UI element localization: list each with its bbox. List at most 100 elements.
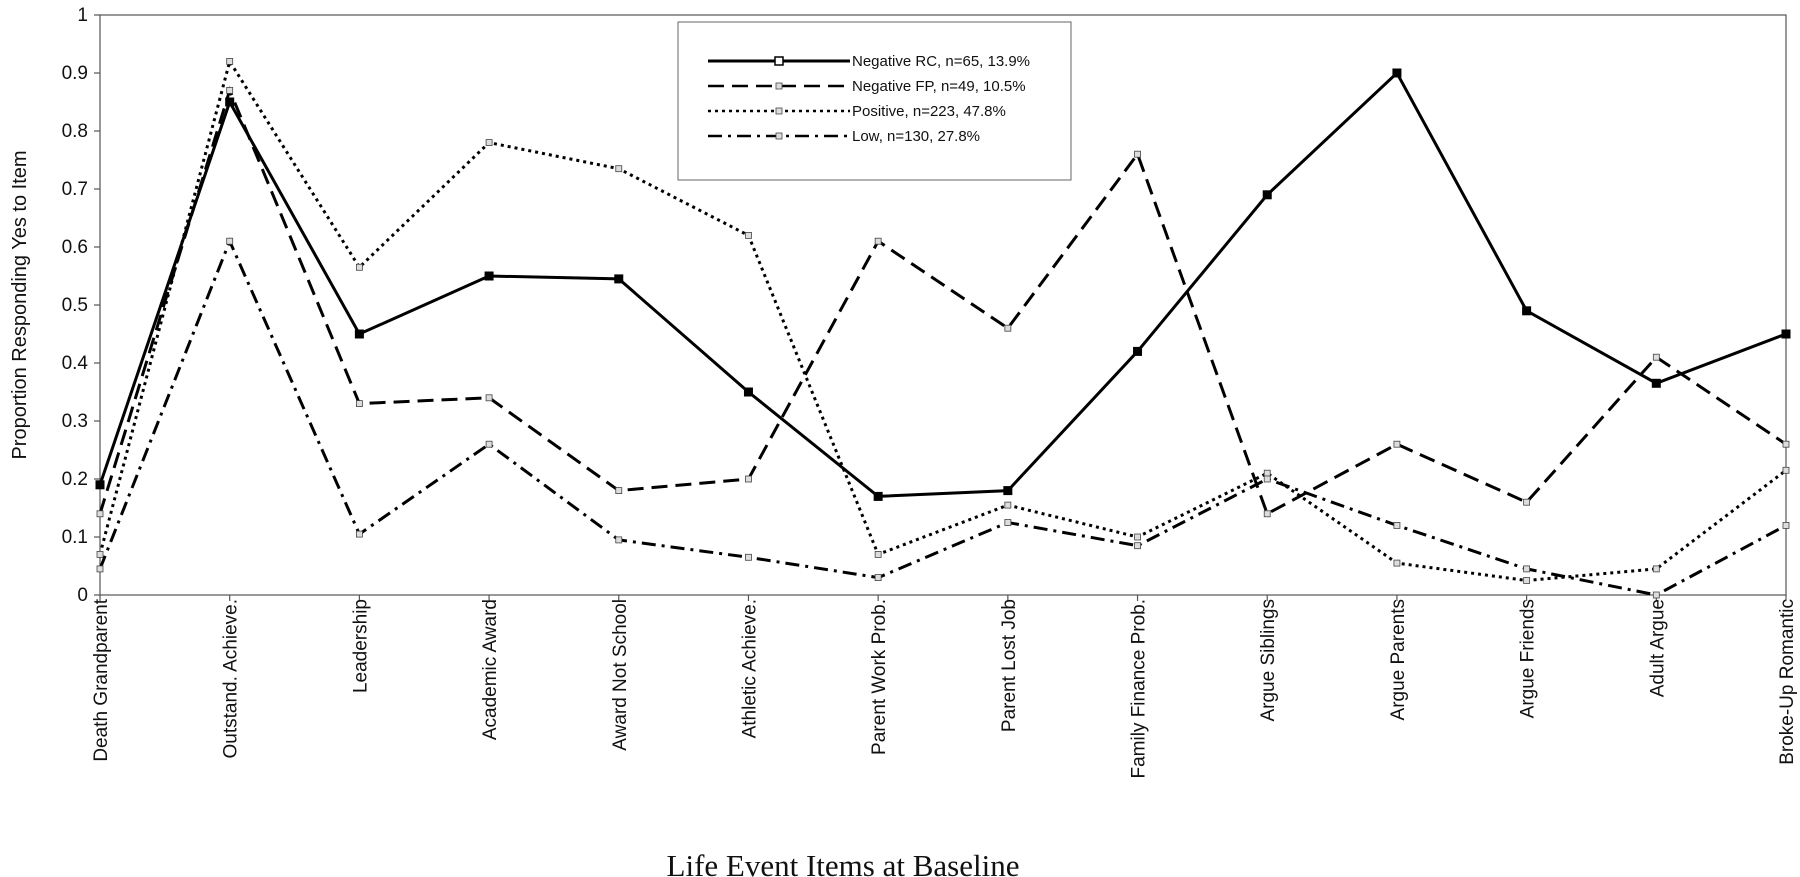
data-point <box>1262 190 1272 200</box>
series-line <box>98 57 1787 583</box>
series-4 <box>96 237 1790 599</box>
data-point <box>1134 533 1141 541</box>
y-tick-label: 1 <box>77 5 88 26</box>
data-point <box>96 565 104 573</box>
data-point <box>1523 498 1531 506</box>
y-axis-title: Proportion Responding Yes to Item <box>9 150 31 459</box>
data-point <box>615 487 623 495</box>
data-point <box>1263 475 1271 483</box>
data-point <box>1523 577 1531 584</box>
data-point <box>874 574 882 581</box>
data-point <box>1004 519 1012 526</box>
data-point <box>1652 591 1660 599</box>
series-1 <box>95 68 1791 501</box>
data-point <box>1782 522 1790 529</box>
data-point <box>1263 469 1271 477</box>
data-point <box>1652 565 1660 573</box>
x-axis-title: Life Event Items at Baseline <box>667 848 1020 877</box>
y-tick-label: 0.2 <box>62 469 88 490</box>
x-tick-label: Parent Work Prob. <box>869 599 890 755</box>
data-point <box>355 530 363 538</box>
x-tick-label: Academic Award <box>480 599 501 740</box>
x-tick-label: Broke-Up Romantic <box>1777 599 1798 765</box>
x-tick-label: Leadership <box>350 599 371 693</box>
x-tick-label: Parent Lost Job <box>999 599 1020 732</box>
y-tick-label: 0 <box>77 585 88 606</box>
data-point <box>743 387 753 397</box>
data-point <box>1781 329 1791 339</box>
series-3 <box>96 57 1790 584</box>
data-point <box>1652 353 1660 361</box>
data-point <box>355 263 363 271</box>
data-point <box>1523 565 1531 573</box>
data-point <box>485 440 493 448</box>
legend-marker <box>775 107 783 115</box>
data-point <box>615 536 623 544</box>
data-point <box>1003 486 1013 496</box>
data-point <box>225 97 235 107</box>
data-point <box>1651 378 1661 388</box>
data-point <box>745 553 752 561</box>
legend-box <box>677 21 1072 181</box>
data-point <box>226 87 234 94</box>
data-point <box>1134 542 1141 550</box>
data-point <box>1004 501 1012 509</box>
x-tick-label: Argue Parents <box>1388 599 1409 720</box>
y-tick-label: 0.5 <box>62 295 88 316</box>
y-tick-label: 0.3 <box>62 411 88 432</box>
data-point <box>355 400 363 408</box>
y-tick-label: 0.6 <box>62 237 88 258</box>
y-tick-label: 0.9 <box>62 63 88 84</box>
data-point <box>615 165 623 173</box>
data-point <box>485 394 493 402</box>
legend-marker <box>774 56 784 66</box>
data-point <box>873 491 883 501</box>
data-point <box>614 274 624 284</box>
x-tick-label: Athletic Achieve. <box>739 599 760 738</box>
data-point <box>95 480 105 490</box>
legend: Negative RC, n=65, 13.9% Negative FP, n=4… <box>677 21 1072 181</box>
legend-label: Negative FP, n=49, 10.5% <box>852 78 1026 95</box>
data-point <box>485 139 493 147</box>
x-tick-label: Outstand. Achieve. <box>221 599 242 759</box>
series-2 <box>96 85 1790 518</box>
data-point <box>745 231 752 239</box>
data-point <box>96 510 104 518</box>
data-point <box>1004 324 1012 332</box>
y-axis-ticks: 0 0.1 0.2 0.3 0.4 0.5 0.6 0.7 0.8 0.9 1 <box>62 5 100 606</box>
data-point <box>1393 440 1401 448</box>
data-point <box>1393 559 1401 567</box>
data-point <box>1263 510 1271 518</box>
data-point <box>1134 150 1141 158</box>
data-point <box>1133 346 1143 356</box>
data-point <box>745 475 752 483</box>
x-tick-label: Argue Friends <box>1518 599 1539 718</box>
x-tick-label: Award Not School <box>610 599 631 751</box>
series-line <box>98 85 1787 516</box>
legend-label: Negative RC, n=65, 13.9% <box>852 53 1030 70</box>
series-layer <box>95 57 1791 599</box>
series-line <box>98 70 1787 498</box>
y-tick-label: 0.8 <box>62 121 88 142</box>
data-point <box>226 237 234 245</box>
data-point <box>1393 522 1401 529</box>
legend-marker <box>775 82 783 90</box>
data-point <box>1782 440 1790 448</box>
data-point <box>96 551 104 558</box>
x-tick-label: Death Grandparent <box>91 598 112 761</box>
data-point <box>1782 466 1790 474</box>
y-tick-label: 0.1 <box>62 527 88 548</box>
data-point <box>1522 306 1532 316</box>
x-tick-label: Family Finance Prob. <box>1129 599 1150 779</box>
legend-label: Low, n=130, 27.8% <box>852 128 980 145</box>
x-tick-label: Argue Siblings <box>1258 599 1279 722</box>
y-tick-label: 0.4 <box>62 353 89 374</box>
data-point <box>874 551 882 558</box>
data-point <box>874 237 882 245</box>
y-tick-label: 0.7 <box>62 179 88 200</box>
data-point <box>354 329 364 339</box>
series-line <box>98 237 1787 597</box>
legend-label: Positive, n=223, 47.8% <box>852 103 1006 120</box>
x-axis-ticks: Death Grandparent Outstand. Achieve. Leade… <box>91 595 1798 779</box>
